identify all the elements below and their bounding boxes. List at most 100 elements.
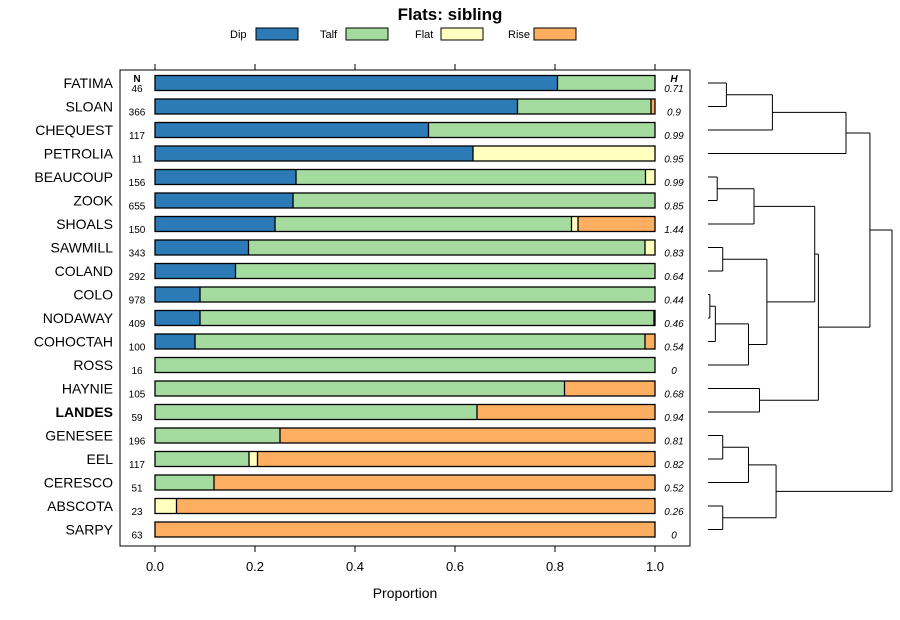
n-value-ross: 16	[131, 366, 143, 377]
row-label-eel: EEL	[87, 451, 114, 467]
row-label-sawmill: SAWMILL	[51, 240, 114, 256]
h-value-beaucoup: 0.99	[664, 178, 684, 189]
bar-chequest-dip	[155, 122, 429, 138]
n-value-ceresco: 51	[131, 484, 143, 495]
bar-ceresco-rise	[214, 475, 655, 490]
bar-beaucoup-flat	[645, 169, 655, 185]
h-value-ceresco: 0.52	[664, 484, 684, 495]
bar-landes-talf	[155, 404, 477, 420]
bar-chequest-talf	[428, 122, 655, 138]
n-value-landes: 59	[131, 413, 143, 424]
h-value-sarpy: 0	[671, 531, 677, 542]
n-value-abscota: 23	[131, 507, 143, 518]
row-label-coland: COLAND	[55, 263, 113, 279]
bar-outline-sarpy	[154, 521, 656, 538]
bar-sawmill-dip	[155, 240, 249, 255]
h-value-petrolia: 0.95	[664, 155, 684, 166]
bar-beaucoup-dip	[155, 169, 296, 185]
bar-zook-talf	[293, 193, 655, 208]
bar-colo-dip	[155, 287, 200, 302]
bar-outline-landes	[154, 403, 656, 421]
bar-outline-colo	[154, 286, 656, 303]
n-value-sawmill: 343	[129, 249, 146, 260]
bar-sloan-rise	[651, 99, 655, 114]
n-value-zook: 655	[129, 202, 146, 213]
row-label-landes: LANDES	[55, 404, 113, 420]
bar-coland-dip	[155, 263, 236, 279]
bar-outline-coland	[154, 262, 656, 280]
bar-outline-cohoctah	[154, 333, 656, 350]
bar-ross-talf	[155, 357, 655, 373]
h-value-fatima: 0.71	[664, 84, 683, 95]
bar-haynie-talf	[155, 381, 565, 396]
row-label-petrolia: PETROLIA	[44, 146, 114, 162]
bar-outline-nodaway	[154, 309, 656, 327]
bar-fatima-talf	[557, 75, 655, 91]
row-label-colo: COLO	[73, 287, 113, 303]
legend: Dip Talf Flat Rise	[230, 27, 577, 41]
h-value-coland: 0.64	[664, 272, 684, 283]
h-value-genesee: 0.81	[664, 437, 683, 448]
bar-outline-genesee	[154, 427, 656, 444]
x-tick-label-0: 0.0	[146, 559, 164, 574]
bar-zook-dip	[155, 193, 293, 208]
bar-genesee-rise	[280, 428, 655, 443]
bar-outline-zook	[154, 192, 656, 209]
n-value-nodaway: 409	[129, 319, 146, 330]
bar-nodaway-dip	[155, 310, 200, 326]
n-value-fatima: 46	[131, 84, 143, 95]
bar-sarpy-rise	[155, 522, 655, 537]
bar-outline-fatima	[154, 74, 656, 92]
n-value-eel: 117	[129, 460, 145, 471]
chart-title: Flats: sibling	[398, 5, 503, 24]
row-label-beaucoup: BEAUCOUP	[34, 169, 113, 185]
n-value-genesee: 196	[129, 437, 146, 448]
h-value-shoals: 1.44	[664, 225, 684, 236]
h-value-sawmill: 0.83	[664, 249, 684, 260]
bar-shoals-flat	[571, 216, 578, 232]
bar-shoals-talf	[275, 216, 572, 232]
row-label-ross: ROSS	[73, 357, 113, 373]
legend-label-dip: Dip	[230, 29, 247, 41]
n-value-haynie: 105	[129, 390, 146, 401]
bar-coland-talf	[235, 263, 655, 279]
bar-cohoctah-rise	[645, 334, 655, 349]
h-value-landes: 0.94	[664, 413, 684, 424]
bar-sloan-dip	[155, 99, 518, 114]
n-value-coland: 292	[129, 272, 146, 283]
n-value-sloan: 366	[129, 108, 146, 119]
bar-outline-sawmill	[154, 239, 656, 256]
h-value-eel: 0.82	[664, 460, 684, 471]
bar-shoals-rise	[578, 216, 655, 232]
bar-ceresco-talf	[155, 475, 214, 490]
x-tick-label-1: 0.2	[246, 559, 264, 574]
legend-swatch-talf	[345, 27, 389, 41]
bar-petrolia-dip	[155, 146, 473, 161]
bar-outline-haynie	[154, 380, 656, 397]
h-column-header: H	[670, 74, 678, 85]
x-axis-title: Proportion	[373, 585, 438, 601]
bar-outline-ceresco	[154, 474, 656, 491]
bar-fatima-dip	[155, 75, 558, 91]
row-label-nodaway: NODAWAY	[43, 310, 114, 326]
bar-haynie-rise	[564, 381, 655, 396]
bar-sawmill-talf	[248, 240, 645, 255]
h-value-abscota: 0.26	[664, 507, 684, 518]
row-label-sloan: SLOAN	[66, 99, 113, 115]
bar-shoals-dip	[155, 216, 275, 232]
legend-label-rise: Rise	[508, 29, 530, 41]
bar-outline-shoals	[154, 215, 656, 233]
bar-eel-rise	[257, 451, 655, 467]
bar-nodaway-talf	[200, 310, 654, 326]
dendrogram	[708, 82, 893, 530]
x-tick-label-4: 0.8	[546, 559, 564, 574]
bar-abscota-flat	[155, 498, 177, 514]
x-axis: 0.0 0.2 0.4 0.6 0.8 1.0	[146, 64, 664, 574]
h-value-nodaway: 0.46	[664, 319, 684, 330]
row-label-sarpy: SARPY	[66, 522, 114, 538]
bar-outline-eel	[154, 450, 656, 468]
row-label-shoals: SHOALS	[56, 216, 113, 232]
bar-sloan-talf	[517, 99, 651, 114]
row-label-haynie: HAYNIE	[62, 381, 113, 397]
bar-outline-beaucoup	[154, 168, 656, 186]
